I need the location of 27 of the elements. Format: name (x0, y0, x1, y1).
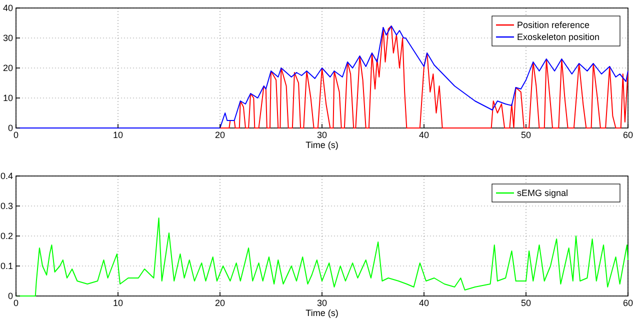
x-tick-label: 40 (418, 130, 430, 140)
x-tick-label: 30 (316, 130, 328, 140)
x-tick-label: 20 (214, 298, 226, 308)
x-tick-label: 20 (214, 130, 226, 140)
y-tick-label: 0 (8, 123, 13, 133)
x-tick-label: 50 (520, 298, 532, 308)
y-tick-label: 0.1 (0, 261, 13, 271)
x-axis-title: Time (s) (306, 308, 338, 318)
y-tick-label: 0.2 (0, 231, 13, 241)
x-tick-label: 50 (520, 130, 532, 140)
y-tick-label: 30 (2, 33, 13, 43)
legend-label: Position reference (517, 20, 590, 30)
y-tick-label: 0 (8, 291, 13, 301)
x-tick-label: 10 (112, 298, 124, 308)
y-tick-label: 20 (2, 63, 13, 73)
y-tick-label: 0.4 (0, 171, 13, 181)
y-tick-label: 10 (2, 93, 13, 103)
x-tick-label: 60 (622, 130, 633, 140)
x-tick-label: 40 (418, 298, 430, 308)
x-tick-label: 60 (622, 298, 633, 308)
legend-label: Exoskeleton position (517, 32, 600, 42)
y-tick-label: 40 (2, 3, 13, 13)
x-tick-label: 10 (112, 130, 124, 140)
x-axis-title: Time (s) (306, 140, 338, 150)
legend-label: sEMG signal (517, 188, 568, 198)
y-tick-label: 0.3 (0, 201, 13, 211)
x-tick-label: 30 (316, 298, 328, 308)
